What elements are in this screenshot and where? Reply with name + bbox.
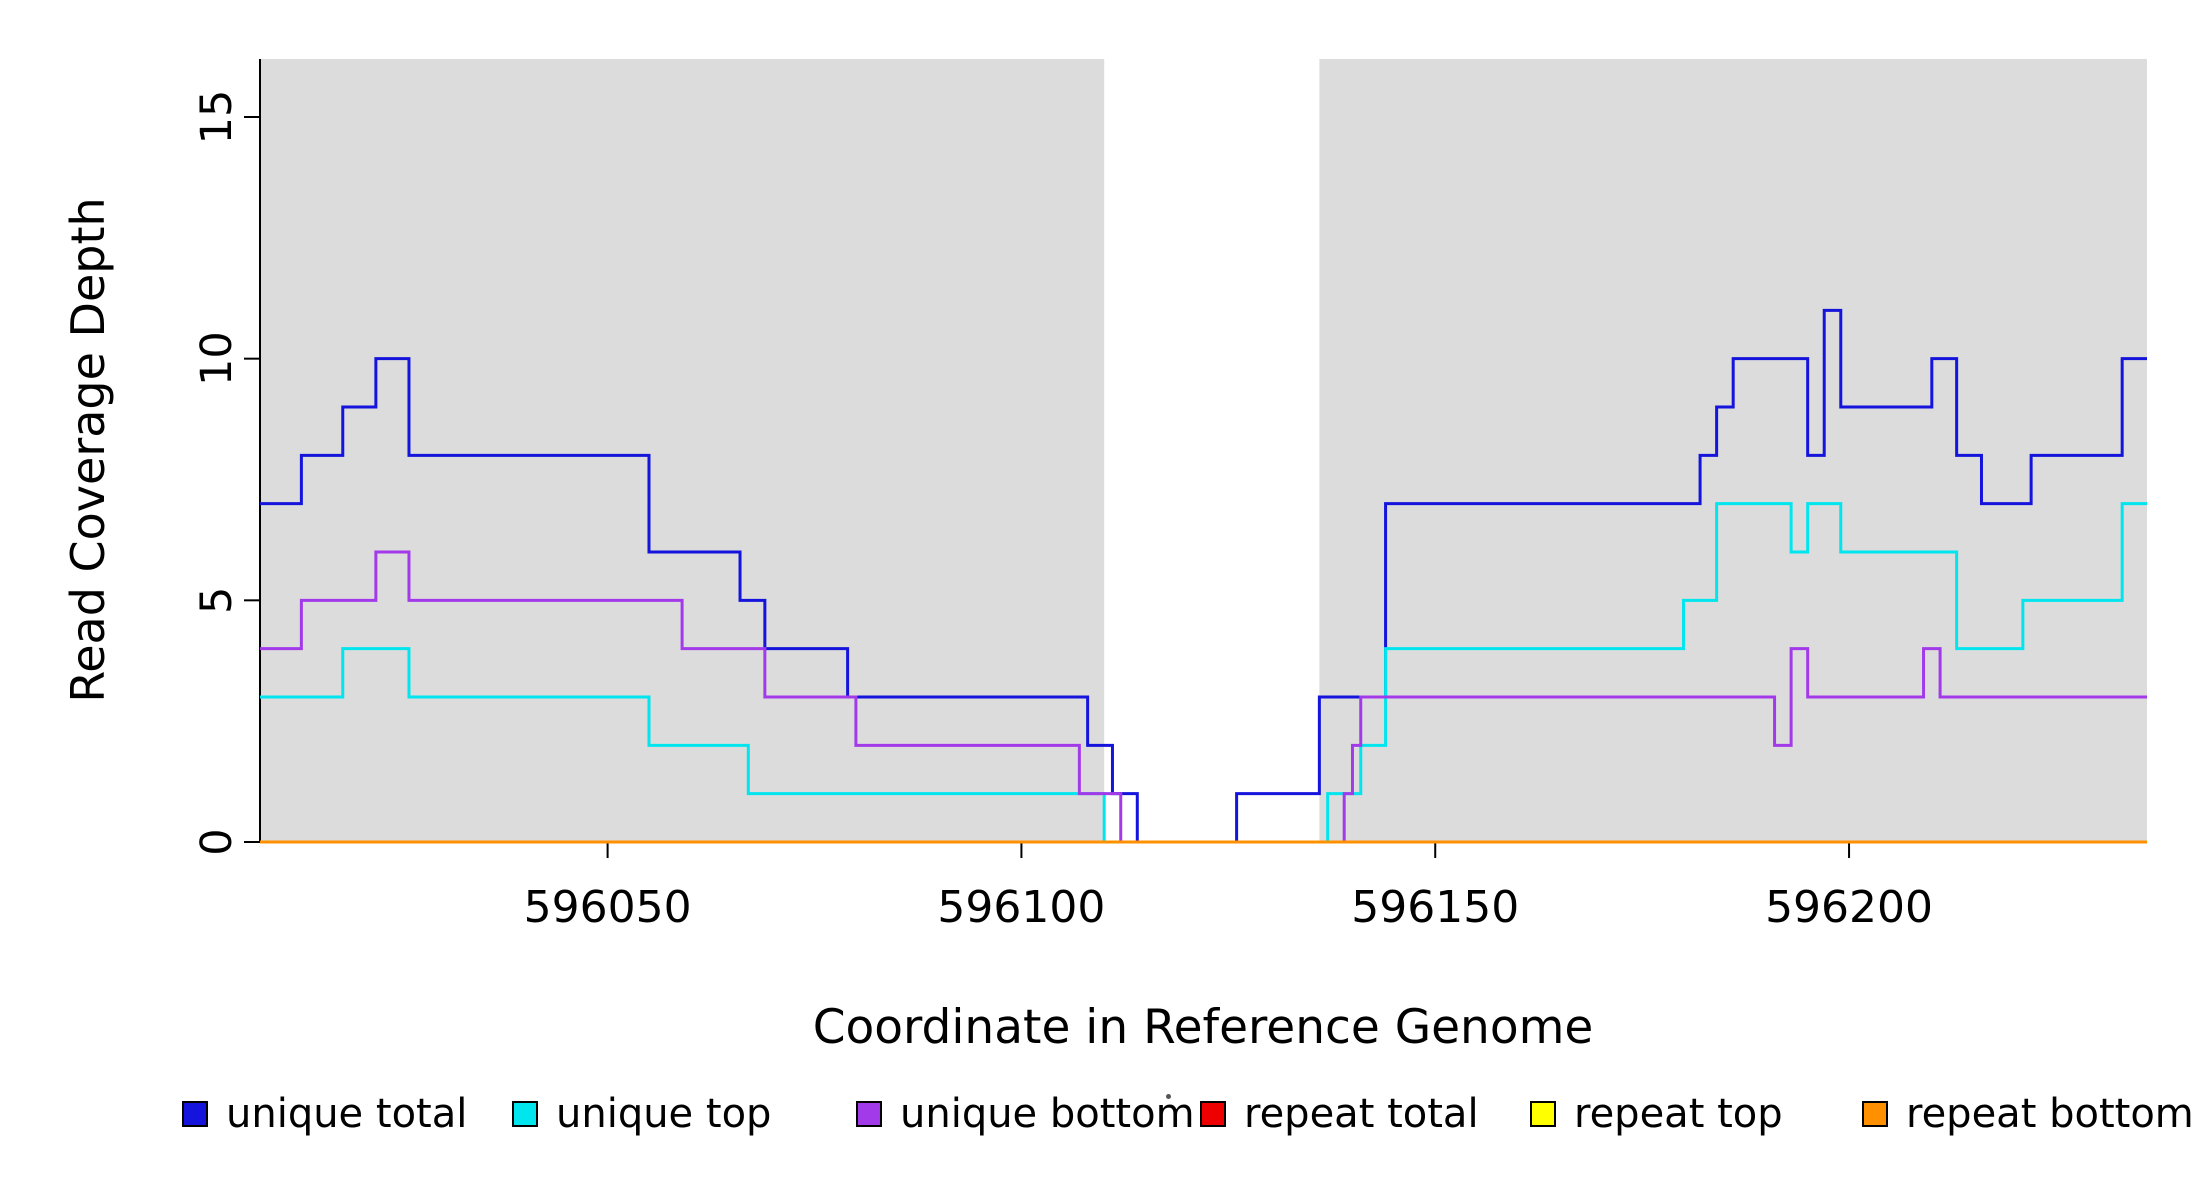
y-axis-title: Read Coverage Depth xyxy=(61,197,115,703)
shaded-region xyxy=(1319,59,2147,842)
legend-label: unique top xyxy=(556,1091,772,1137)
legend-swatch-unique-bottom xyxy=(856,1101,882,1127)
legend-swatch-repeat-top xyxy=(1530,1101,1556,1127)
legend-swatch-unique-total xyxy=(182,1101,208,1127)
legend-swatch-repeat-total xyxy=(1200,1101,1226,1127)
stray-dot xyxy=(1166,1094,1171,1099)
y-tick-label: 15 xyxy=(192,90,242,145)
legend-swatch-repeat-bottom xyxy=(1862,1101,1888,1127)
legend: unique total unique top unique bottom repea… xyxy=(0,1088,2200,1140)
legend-item-repeat-top: repeat top xyxy=(1530,1088,1783,1140)
y-tick-label: 10 xyxy=(192,331,242,386)
x-tick-label: 596050 xyxy=(524,882,692,933)
shaded-region xyxy=(260,59,1105,842)
legend-swatch-unique-top xyxy=(512,1101,538,1127)
y-tick-label: 5 xyxy=(192,587,242,614)
coverage-plot: 0 5 10 15 596050 596100 596150 596200 xyxy=(192,59,2147,933)
x-tick-label: 596150 xyxy=(1351,882,1519,933)
series-unique-top xyxy=(260,502,2147,844)
legend-item-unique-bottom: unique bottom xyxy=(856,1088,1195,1140)
legend-label: unique bottom xyxy=(900,1091,1195,1137)
legend-item-repeat-bottom: repeat bottom xyxy=(1862,1088,2194,1140)
legend-label: repeat total xyxy=(1244,1091,1479,1137)
series-unique-total xyxy=(260,308,2147,844)
legend-item-unique-top: unique top xyxy=(512,1088,771,1140)
legend-label: repeat top xyxy=(1574,1091,1783,1137)
y-tick-label: 0 xyxy=(192,828,242,855)
legend-label: unique total xyxy=(226,1091,468,1137)
legend-item-repeat-total: repeat total xyxy=(1200,1088,1479,1140)
x-tick-label: 596100 xyxy=(937,882,1105,933)
legend-item-unique-total: unique total xyxy=(182,1088,467,1140)
x-tick-label: 596200 xyxy=(1765,882,1933,933)
legend-label: repeat bottom xyxy=(1906,1091,2194,1137)
x-axis-title: Coordinate in Reference Genome xyxy=(812,1000,1594,1055)
